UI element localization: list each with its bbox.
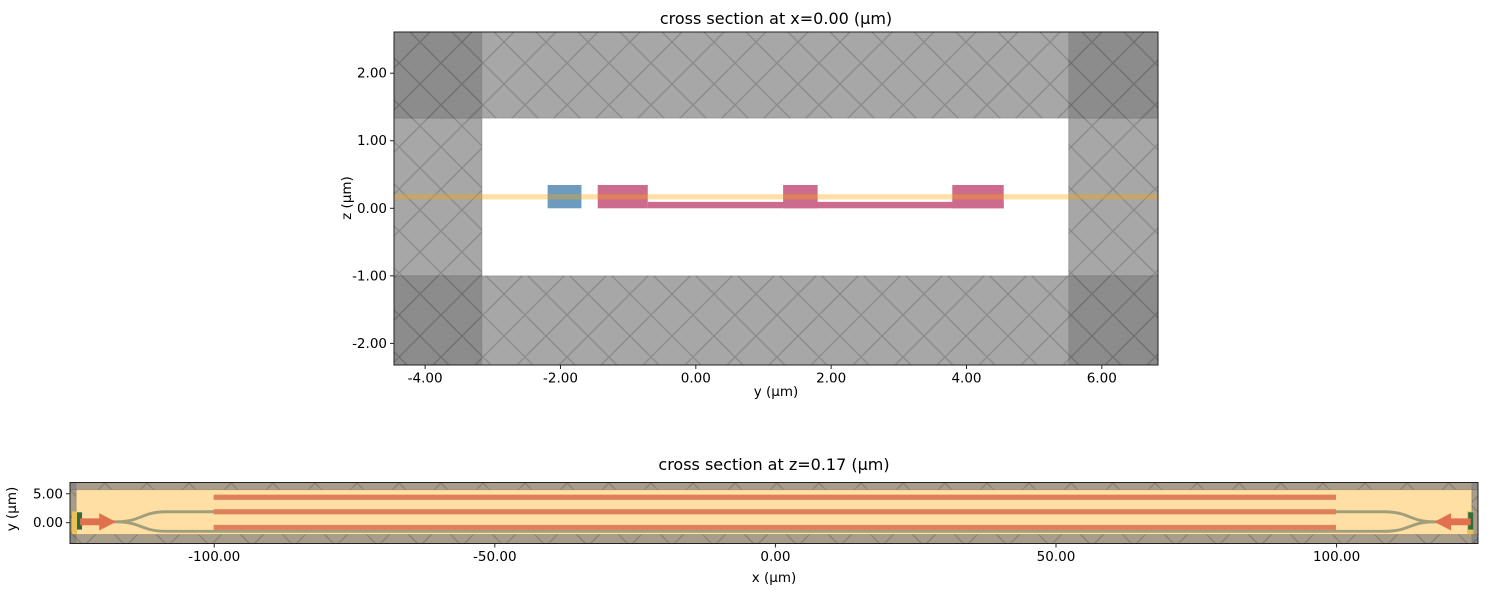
x-tick-label: 100.00 xyxy=(1313,549,1360,565)
pml-region-bottom-hatch xyxy=(393,275,1159,366)
x-tick-label: 6.00 xyxy=(1087,371,1117,387)
structure-contact-ridge-left xyxy=(597,184,648,209)
bottom-panel-xlabel: x (μm) xyxy=(752,570,797,586)
structure-doped-bar-top xyxy=(213,494,1337,500)
top-panel-title: cross section at x=0.00 (μm) xyxy=(660,9,892,28)
pml-region-bottom-hatch xyxy=(69,534,1479,544)
axes-frame xyxy=(69,482,1479,544)
port-monitor-left xyxy=(71,511,78,535)
structure-waveguide-core xyxy=(547,184,582,209)
x-tick-label: 0.00 xyxy=(681,371,711,387)
x-tick-label: 50.00 xyxy=(1037,549,1076,565)
mode-source-left-plane xyxy=(77,512,83,530)
x-tick-label: -50.00 xyxy=(473,549,517,565)
bottom-panel-title: cross section at z=0.17 (μm) xyxy=(658,455,889,474)
x-tick-label: 2.00 xyxy=(816,371,846,387)
y-tick-label: 0.00 xyxy=(357,201,387,217)
top-panel-xlabel: y (μm) xyxy=(754,384,799,400)
top-cross-section-panel: -4.00 -2.00 0.00 2.00 4.00 6.00 2.00 1.00 0.00 -1… xyxy=(339,9,1159,400)
mode-source-left-direction-arrow xyxy=(80,513,117,531)
mode-source-right-direction-arrow xyxy=(1434,513,1471,531)
y-tick-label: -2.00 xyxy=(352,336,387,352)
y-tick-label: 5.00 xyxy=(33,486,63,502)
pml-region-top-hatch xyxy=(393,31,1159,119)
x-tick-label: 0.00 xyxy=(760,549,790,565)
pml-region-top-hatch xyxy=(69,482,1479,491)
waveguide-arm-lower xyxy=(116,520,1435,533)
structure-rib-over-waveguide xyxy=(783,184,818,209)
x-tick-label: 4.00 xyxy=(951,371,981,387)
axes-frame xyxy=(393,31,1159,366)
x-tick-label: -4.00 xyxy=(408,371,443,387)
y-tick-label: 0.00 xyxy=(33,515,63,531)
y-tick-label: 1.00 xyxy=(357,133,387,149)
structure-contact-ridge-right xyxy=(952,184,1004,209)
structure-doped-bar-middle xyxy=(213,509,1337,515)
y-tick-label: 2.00 xyxy=(357,66,387,82)
structure-doped-bar-bottom xyxy=(213,524,1337,530)
bottom-cross-section-panel: -100.00 -50.00 0.00 50.00 100.00 5.00 0.00 cro… xyxy=(4,455,1479,586)
plane-overlay-fill xyxy=(70,482,1478,544)
structure-doped-slab xyxy=(647,201,1004,209)
x-tick-label: -2.00 xyxy=(543,371,578,387)
top-panel-plot-layers: -4.00 -2.00 0.00 2.00 4.00 6.00 2.00 1.00 0.00 -1… xyxy=(352,31,1159,387)
y-tick-label: -1.00 xyxy=(352,268,387,284)
bottom-panel-plot-layers: -100.00 -50.00 0.00 50.00 100.00 5.00 0.00 xyxy=(33,482,1479,565)
plane-indicator-line xyxy=(394,194,1158,200)
top-panel-ylabel: z (μm) xyxy=(339,176,355,220)
bottom-panel-ylabel: y (μm) xyxy=(4,487,20,532)
x-tick-label: -100.00 xyxy=(188,549,240,565)
